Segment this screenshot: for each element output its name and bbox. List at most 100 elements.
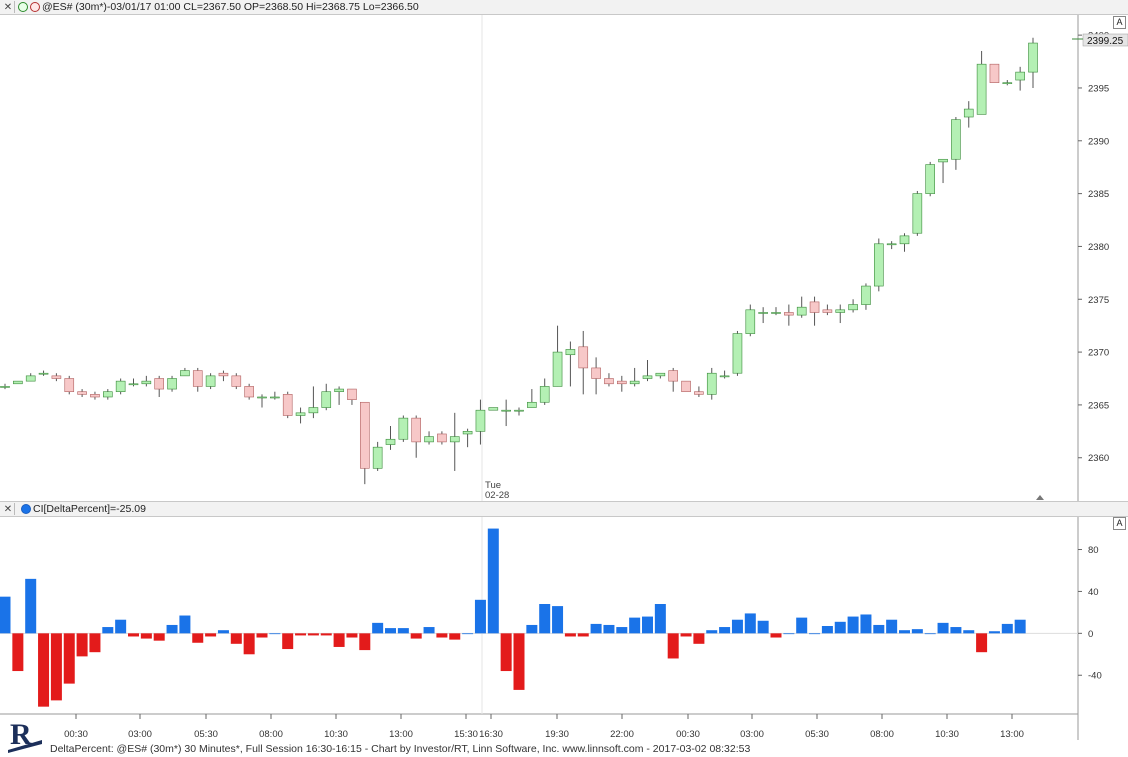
delta-bar: [693, 633, 705, 644]
candle: [475, 399, 486, 445]
candle: [218, 370, 229, 382]
time-tick-label: 05:30: [194, 729, 218, 740]
delta-bar: [205, 633, 217, 637]
auto-scale-button[interactable]: A: [1113, 16, 1126, 29]
indicator-axis[interactable]: -40 0 40 80: [1078, 545, 1102, 682]
delta-bar: [1001, 623, 1013, 634]
candle: [1015, 66, 1025, 91]
green-circle-icon[interactable]: [18, 2, 28, 12]
delta-bar: [410, 633, 422, 639]
candle: [77, 389, 87, 397]
scroll-triangle-icon[interactable]: [1036, 495, 1044, 500]
candle: [681, 380, 691, 393]
delta-bar: [886, 619, 898, 634]
delta-bar: [128, 633, 139, 637]
price-tick-label: 2370: [1088, 348, 1109, 359]
delta-bar: [115, 619, 127, 634]
delta-bar: [359, 633, 371, 651]
delta-bar: [539, 604, 551, 634]
delta-bar: [796, 617, 808, 634]
candle: [38, 370, 49, 376]
price-tick-label: 2385: [1088, 189, 1109, 200]
candle: [642, 360, 653, 382]
indicator-bars-group: [0, 528, 1078, 707]
time-axis[interactable]: 00:30 03:00 05:30 08:00 10:30 13:00 15:30 16:30…: [64, 714, 1024, 740]
delta-bar: [950, 627, 962, 634]
delta-bar: [513, 633, 525, 690]
candle: [13, 380, 23, 385]
delta-bar: [731, 619, 743, 634]
indicator-tick-label: 80: [1088, 545, 1099, 556]
candles-group: [0, 37, 1038, 485]
candle: [976, 50, 987, 115]
candle: [938, 158, 948, 184]
candle: [90, 391, 100, 400]
candle: [771, 307, 781, 316]
candle: [411, 415, 422, 458]
footer: DeltaPercent: @ES# (30m*) 30 Minutes*, F…: [0, 740, 1128, 757]
indicator-auto-scale-button[interactable]: A: [1113, 517, 1126, 530]
delta-bar: [487, 528, 499, 634]
candle: [578, 330, 589, 395]
delta-bar: [179, 615, 191, 634]
time-tick-label: 08:00: [259, 729, 283, 740]
candle: [282, 391, 293, 419]
delta-bar: [140, 633, 152, 639]
delta-bar: [346, 633, 358, 638]
delta-bar: [642, 616, 653, 634]
session-label-date: 02-28: [485, 490, 509, 501]
candle: [0, 383, 10, 390]
last-price-label: 2399.25: [1087, 36, 1124, 47]
candle: [154, 375, 164, 397]
candle: [244, 383, 254, 400]
delta-bar: [937, 622, 949, 634]
candle: [732, 330, 743, 376]
indicator-plot-area[interactable]: [0, 516, 1078, 714]
delta-bar: [719, 627, 731, 634]
delta-bar: [269, 633, 281, 635]
delta-bar: [963, 630, 975, 634]
candle: [308, 386, 319, 419]
delta-bar: [102, 627, 114, 634]
candle: [103, 389, 113, 400]
candle: [449, 412, 460, 471]
candle: [861, 283, 871, 310]
candle: [796, 296, 807, 318]
delta-bar: [243, 633, 255, 655]
indicator-header-text: CI[DeltaPercent]=-25.09: [33, 503, 146, 515]
price-axis[interactable]: 236023652370237523802385239023952400: [1078, 31, 1109, 465]
indicator-tick-label: 0: [1088, 629, 1093, 640]
delta-bar: [282, 633, 294, 650]
delta-bar: [924, 633, 936, 635]
price-header-text: @ES# (30m*)-03/01/17 01:00 CL=2367.50 OP…: [42, 1, 419, 13]
price-tick-label: 2390: [1088, 136, 1109, 147]
candle: [989, 63, 1000, 83]
red-circle-icon[interactable]: [30, 2, 40, 12]
candle: [848, 299, 858, 313]
close-icon[interactable]: ✕: [2, 503, 15, 515]
blue-circle-icon[interactable]: [21, 504, 31, 514]
price-plot-area[interactable]: [0, 14, 1078, 500]
candle: [655, 372, 666, 379]
close-icon[interactable]: ✕: [2, 1, 15, 13]
delta-bar: [0, 596, 11, 634]
candle: [180, 367, 190, 377]
time-tick-label: 10:30: [324, 729, 348, 740]
delta-bar: [1014, 619, 1026, 634]
delta-bar: [616, 627, 628, 634]
delta-bar: [397, 628, 409, 634]
time-tick-label: 03:00: [128, 729, 152, 740]
candle: [501, 399, 511, 427]
delta-bar: [63, 633, 75, 684]
candle: [25, 373, 36, 382]
delta-bar: [50, 633, 62, 701]
candle: [963, 101, 974, 128]
price-pane-header: ✕ @ES# (30m*)-03/01/17 01:00 CL=2367.50 …: [0, 0, 1128, 15]
candle: [141, 375, 152, 387]
candle: [604, 373, 614, 387]
price-tick-label: 2360: [1088, 453, 1109, 464]
delta-bar: [976, 633, 988, 653]
time-tick-label: 10:30: [935, 729, 959, 740]
delta-bar: [680, 633, 692, 637]
session-label-day: Tue: [485, 480, 501, 491]
